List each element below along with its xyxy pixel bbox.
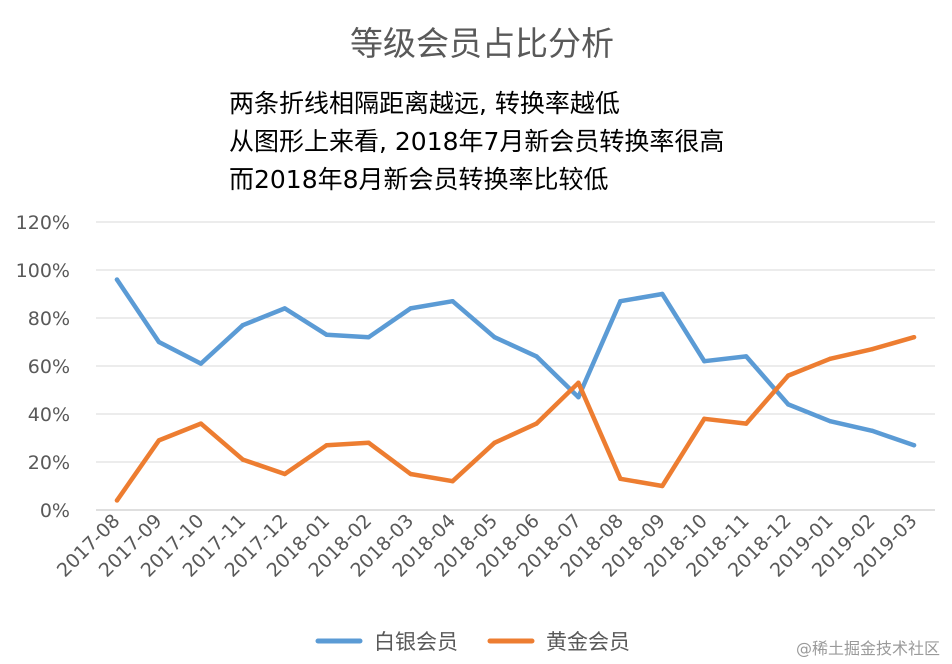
data-point-gold [618, 476, 623, 481]
data-point-silver [282, 306, 287, 311]
data-point-silver [324, 332, 329, 337]
data-point-gold [282, 471, 287, 477]
y-tick-label: 20% [28, 452, 70, 474]
data-point-silver [744, 354, 749, 359]
data-point-silver [618, 299, 623, 304]
data-point-silver [660, 291, 665, 297]
y-tick-label: 120% [16, 212, 70, 234]
data-point-gold [744, 421, 749, 426]
data-point-silver [408, 306, 413, 311]
data-point-gold [827, 356, 833, 361]
data-point-silver [702, 359, 707, 364]
series-lines [114, 277, 917, 503]
data-point-silver [198, 361, 204, 366]
data-point-silver [114, 277, 120, 282]
legend-label-gold: 黄金会员 [546, 630, 630, 654]
gridlines [96, 221, 935, 511]
data-point-silver [534, 354, 539, 359]
data-point-gold [156, 438, 162, 443]
x-axis-ticks: 2017-082017-092017-102017-112017-122018-… [53, 510, 922, 582]
chart-title: 等级会员占比分析 [350, 24, 614, 63]
series-line-gold [114, 334, 917, 503]
watermark: @稀土掘金技术社区 [796, 639, 940, 658]
annotation-line-3: 而2018年8月新会员转换率比较低 [229, 165, 609, 194]
data-point-silver [785, 402, 791, 407]
y-tick-label: 0% [40, 500, 70, 522]
series-line-silver [114, 277, 917, 448]
data-point-silver [576, 395, 581, 400]
data-point-silver [240, 323, 246, 328]
data-point-gold [869, 347, 875, 352]
data-point-silver [156, 339, 162, 345]
data-point-gold [911, 335, 917, 340]
data-point-silver [869, 428, 875, 433]
y-tick-label: 100% [16, 260, 70, 282]
y-tick-label: 60% [28, 356, 70, 378]
annotation-line-2: 从图形上来看, 2018年7月新会员转换率很高 [229, 127, 724, 156]
legend-label-silver: 白银会员 [374, 630, 458, 654]
data-point-gold [198, 421, 204, 426]
annotation-line-1: 两条折线相隔距离越远, 转换率越低 [229, 89, 620, 118]
data-point-silver [366, 335, 371, 340]
data-point-gold [492, 440, 497, 445]
data-point-gold [702, 416, 707, 421]
data-point-gold [240, 457, 246, 462]
y-tick-label: 40% [28, 404, 70, 426]
data-point-silver [827, 419, 833, 424]
data-point-silver [911, 443, 917, 448]
data-point-gold [450, 479, 455, 484]
data-point-gold [408, 471, 413, 477]
data-point-gold [576, 380, 581, 385]
data-point-gold [114, 498, 120, 503]
legend: 白银会员 黄金会员 [315, 630, 630, 654]
data-point-gold [366, 440, 371, 445]
data-point-gold [785, 373, 791, 378]
y-tick-label: 80% [28, 308, 70, 330]
y-axis-ticks: 0% 20% 40% 60% 80% 100% 120% [16, 212, 70, 522]
data-point-gold [534, 421, 539, 426]
data-point-gold [324, 443, 329, 448]
data-point-gold [660, 483, 665, 489]
data-point-silver [450, 299, 455, 304]
data-point-silver [492, 335, 497, 340]
